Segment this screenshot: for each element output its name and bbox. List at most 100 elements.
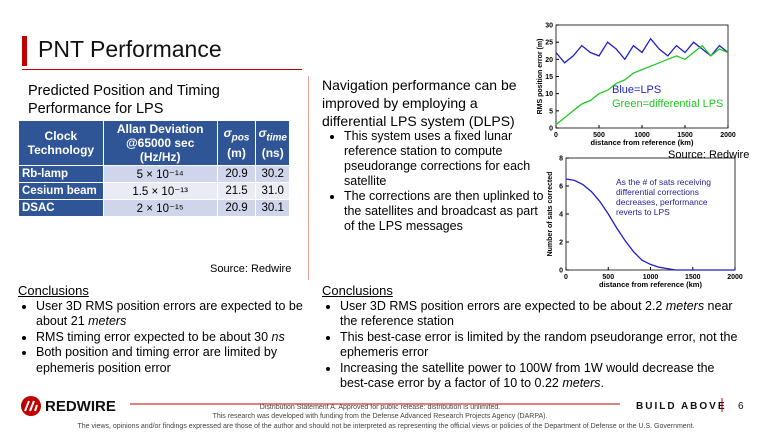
table-row: Rb-lamp 5 × 10⁻¹⁴ 20.9 30.2 [18,165,290,183]
footer-note: Distribution Statement A. Approved for p… [259,404,501,411]
legend-entry: Blue=LPS [612,84,661,96]
unit: (m) [227,145,246,160]
cell: 30.2 [255,165,290,183]
bullet-text: User 3D RMS position errors are expected… [340,298,666,313]
bullet-list: This system uses a fixed lunar reference… [326,129,544,234]
conclusions-title: Conclusions [18,283,89,298]
annotation: As the # of sats receiving [616,177,711,187]
bullet-text: This best-case error is limited by the r… [340,329,738,360]
x-tick-label: 1000 [634,132,650,139]
column-header: Allan Deviation @65000 sec (Hz/Hz) [102,120,218,166]
bullet: The corrections are then uplinked to the… [344,189,544,234]
series-line [555,37,729,64]
conclusions: Conclusions User 3D RMS position errors … [322,283,742,392]
bullet-text: User 3D RMS position errors are expected… [36,298,303,329]
title-accent [22,36,27,66]
series-line [565,178,735,271]
cell: 30.1 [255,199,290,217]
bullet-text: Increasing the satellite power to 100W f… [340,360,715,391]
section-heading: Navigation performance can be improved b… [322,77,517,129]
bullet: User 3D RMS position errors are expected… [36,299,303,330]
x-axis-label: distance from reference (km) [591,138,694,147]
unit: (ns) [261,145,284,160]
y-tick-label: 6 [559,184,563,191]
y-tick-label: 4 [559,212,563,219]
series-line [555,44,729,126]
bullet-text: Both position and timing error are limit… [36,345,278,375]
bullet: This best-case error is limited by the r… [340,330,742,361]
footer-note: This research was developed with funding… [212,413,548,420]
x-tick-label: 1500 [685,274,701,281]
bullet-list: User 3D RMS position errors are expected… [18,299,303,377]
source: Source: Redwire [210,263,292,275]
y-tick-label: 2 [559,240,563,247]
logo: REDWIRE [21,396,116,416]
cell: 31.0 [255,182,290,200]
bullet: User 3D RMS position errors are expected… [340,299,742,330]
symbol: σ [258,126,267,141]
source: Source: Redwire [668,149,750,161]
bullet: RMS timing error expected to be about 30… [36,330,303,346]
tagline: BUILD ABOVE [636,401,727,412]
cell: 1.5 × 10⁻¹³ [102,182,218,200]
table-row: DSAC 2 × 10⁻¹⁵ 20.9 30.1 [18,199,290,217]
cell: 21.5 [216,182,257,200]
emphasis: meters [665,298,705,313]
page-number: 6 [738,401,744,412]
legend-entry: Green=differential LPS [612,98,723,110]
logo-text: REDWIRE [45,398,116,415]
x-tick-label: 500 [593,132,605,139]
x-tick-label: 1000 [643,274,659,281]
conclusions: Conclusions User 3D RMS position errors … [18,283,303,376]
column-header: Clock Technology [18,120,104,166]
x-tick-label: 0 [554,132,558,139]
annotation: differential corrections [616,187,699,197]
row-header: Rb-lamp [18,165,104,183]
annotation: decreases, performance [616,197,708,207]
footer-note: The views, opinions and/or findings expr… [77,423,695,430]
plot-frame [565,157,736,271]
x-tick-label: 0 [564,274,568,281]
cell: 20.9 [216,165,257,183]
column-separator [308,76,309,280]
cell: 20.9 [216,199,257,217]
y-tick-label: 10 [545,91,553,98]
y-axis-label: Number of sats corrected [547,172,554,257]
y-tick-label: 15 [545,74,553,81]
plot-frame [555,24,729,129]
y-tick-label: 30 [545,23,553,30]
y-tick-label: 0 [559,268,563,275]
x-tick-label: 500 [602,274,614,281]
y-tick-label: 5 [549,108,553,115]
bullet: Both position and timing error are limit… [36,345,303,376]
y-tick-label: 20 [545,57,553,64]
row-header: DSAC [18,199,104,217]
y-tick-label: 25 [545,40,553,47]
emphasis: ns [271,329,285,344]
x-tick-label: 1500 [677,132,693,139]
bullet-text: near the reference station [340,298,733,329]
y-tick-label: 8 [559,156,563,163]
bullet: Increasing the satellite power to 100W f… [340,361,742,392]
logo-stripes [24,400,38,412]
x-tick-label: 2000 [727,274,743,281]
x-tick-label: 2000 [720,132,736,139]
subscript: time [266,132,287,144]
slide-title: PNT Performance [38,36,222,62]
emphasis: meters [562,376,601,390]
cell: 2 × 10⁻¹⁵ [102,199,218,217]
annotation: reverts to LPS [616,207,670,217]
bullet-list: User 3D RMS position errors are expected… [322,299,742,392]
bullet-text: . [600,376,605,390]
table-row: Cesium beam 1.5 × 10⁻¹³ 21.5 31.0 [18,182,290,200]
bullet: This system uses a fixed lunar reference… [344,129,544,189]
conclusions-title: Conclusions [322,283,393,298]
title-rule [22,69,302,70]
emphasis: meters [88,314,127,328]
symbol: σ [223,126,232,141]
row-header: Cesium beam [18,182,104,200]
bullet-text: RMS timing error expected to be about 30 [36,329,272,344]
logo-mark [21,396,41,416]
y-tick-label: 0 [549,126,553,133]
